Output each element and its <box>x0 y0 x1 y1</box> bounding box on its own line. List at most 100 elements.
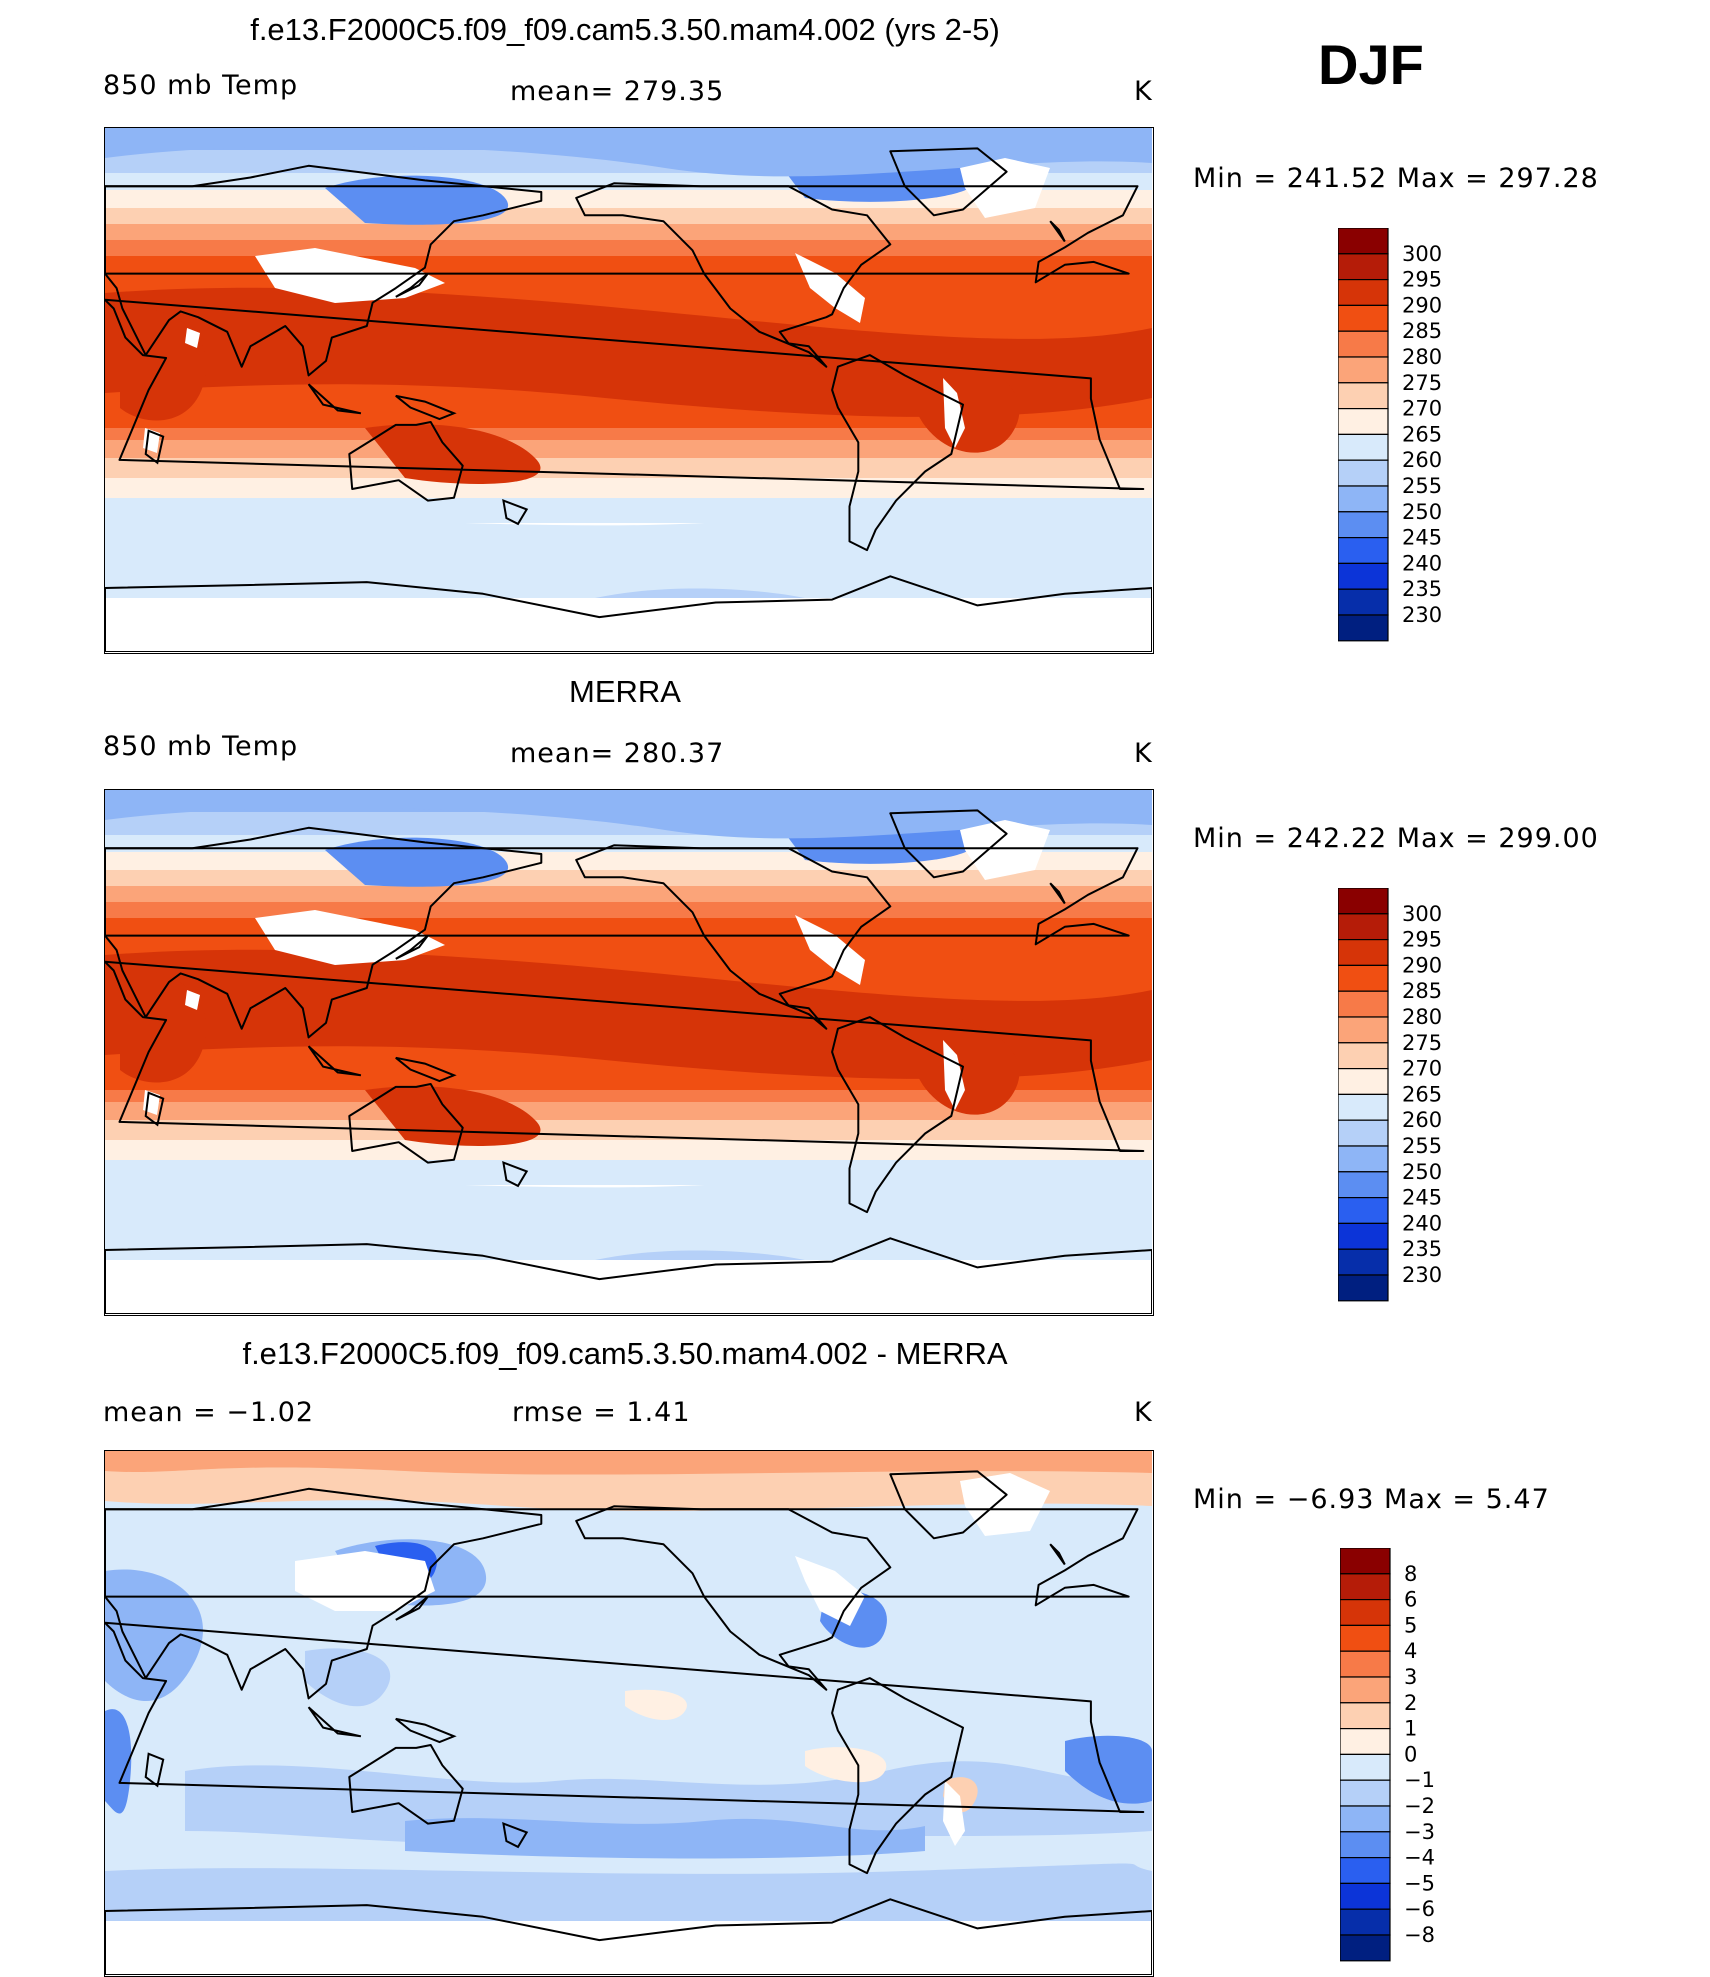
coastline-eurasia <box>105 1487 543 1700</box>
temperature-band <box>105 478 1152 498</box>
colorbar-box <box>1340 1702 1391 1730</box>
temperature-band <box>105 428 1152 440</box>
coastline-eurasia <box>105 164 543 377</box>
coastline-samerica <box>831 1677 964 1875</box>
diff-positive-region <box>805 1747 887 1783</box>
colorbar-tick-label: 255 <box>1402 474 1442 498</box>
diff-negative-region <box>1065 1735 1152 1804</box>
colorbar-tick-label: 275 <box>1402 1031 1442 1055</box>
colorbar-box <box>1340 1598 1391 1626</box>
cold-core-siberia <box>325 837 509 887</box>
colorbar-tick-label: 230 <box>1402 603 1442 627</box>
colorbar-tick-label: −3 <box>1404 1820 1435 1844</box>
colorbar-box <box>1340 1779 1391 1807</box>
coastline-antarctica <box>105 1898 1152 1975</box>
colorbar-diff: 8 6 5 4 3 2 1 0 −1 −2 −3 −4 −5 −6 −8 <box>1340 1548 1480 1964</box>
panel-variable-label-model: 850 mb Temp <box>103 70 299 101</box>
coastline-island <box>395 934 429 960</box>
colorbar-box <box>1338 304 1389 332</box>
colorbar-tick-label: 280 <box>1402 345 1442 369</box>
colorbar-tick-label: 5 <box>1404 1613 1417 1637</box>
colorbar-box <box>1340 1753 1391 1781</box>
temperature-band <box>105 886 1152 902</box>
colorbar-box <box>1340 1548 1391 1575</box>
colorbar-tick-label: 4 <box>1404 1639 1417 1663</box>
temperature-band <box>105 902 1152 918</box>
colorbar-tick-label: −1 <box>1404 1768 1435 1792</box>
coastline-australia <box>348 1083 464 1164</box>
coastline-island <box>395 1056 457 1083</box>
colorbar-box <box>1338 511 1389 539</box>
coastline-island <box>395 394 457 421</box>
terrain-mask <box>943 1781 965 1846</box>
colorbar-box <box>1340 1805 1391 1833</box>
colorbar-box <box>1340 1857 1391 1885</box>
colorbar-box <box>1338 408 1389 436</box>
colorbar-box <box>1338 1274 1389 1302</box>
colorbar-box <box>1338 1171 1389 1199</box>
colorbar-box <box>1338 1222 1389 1250</box>
coastline-island <box>1049 220 1066 243</box>
colorbar-box <box>1338 1068 1389 1096</box>
colorbar-tick-label: 255 <box>1402 1134 1442 1158</box>
terrain-mask <box>943 378 965 448</box>
coastline-island <box>307 1045 362 1077</box>
coastline-europe_w <box>105 847 1139 946</box>
colorbar-tick-label: −5 <box>1404 1871 1435 1895</box>
diff-negative-region <box>305 1648 391 1707</box>
colorbar-box <box>1338 913 1389 941</box>
colorbar-model-svg: 3002952902852802752702652602552502452402… <box>1338 228 1442 642</box>
map-model <box>104 127 1154 654</box>
colorbar-box <box>1338 990 1389 1018</box>
panel-units-model: K <box>1134 76 1153 107</box>
map-obs <box>104 789 1154 1316</box>
diff-negative-region <box>105 1569 203 1701</box>
coastline-africa <box>105 1621 1145 1813</box>
coastline-antarctica <box>105 575 1152 652</box>
colorbar-tick-label: −6 <box>1404 1897 1435 1921</box>
terrain-mask <box>185 990 200 1010</box>
colorbar-box <box>1338 433 1389 461</box>
panel-title-diff: f.e13.F2000C5.f09_f09.cam5.3.50.mam4.002… <box>242 1336 1008 1371</box>
cold-core-siberia <box>325 175 509 225</box>
coastline-island <box>307 1706 362 1738</box>
terrain-mask <box>943 1040 965 1110</box>
colorbar-box <box>1338 278 1389 306</box>
coastline-island <box>144 429 165 465</box>
colorbar-tick-label: 260 <box>1402 448 1442 472</box>
colorbar-box <box>1340 1650 1391 1678</box>
colorbar-box <box>1338 382 1389 410</box>
colorbar-box <box>1338 356 1389 384</box>
colorbar-box <box>1338 1016 1389 1044</box>
coastline-island <box>1049 1543 1066 1566</box>
colorbar-tick-label: 275 <box>1402 371 1442 395</box>
diff-arctic-warm-core <box>105 1451 1152 1475</box>
coastline-australia <box>348 1744 464 1825</box>
coastline-island <box>144 1091 165 1127</box>
colorbar-box <box>1338 888 1389 915</box>
coastline-island <box>395 1717 457 1744</box>
colorbar-box <box>1338 588 1389 616</box>
coastline-namerica <box>575 1505 892 1691</box>
colorbar-box <box>1338 1119 1389 1147</box>
coastline-island <box>502 499 529 526</box>
colorbar-box <box>1338 1093 1389 1121</box>
colorbar-box <box>1340 1831 1391 1859</box>
coastline-europe_w <box>105 1508 1139 1607</box>
colorbar-tick-label: 295 <box>1402 268 1442 292</box>
panel-rmse-label-diff: rmse = 1.41 <box>512 1397 691 1428</box>
colorbar-box <box>1338 253 1389 281</box>
colorbar-box <box>1338 1042 1389 1070</box>
coastline-island <box>395 1595 429 1621</box>
colorbar-box <box>1338 938 1389 966</box>
colorbar-obs: 300 295 290 285 280 275 270 265 260 255 250 245 240 2… <box>1338 888 1478 1304</box>
minmax-diff: Min = −6.93 Max = 5.47 <box>1193 1484 1550 1515</box>
colorbar-box <box>1338 1248 1389 1276</box>
temperature-band <box>105 440 1152 458</box>
panel-mean-label-diff: mean = −1.02 <box>103 1397 315 1428</box>
colorbar-box <box>1338 1145 1389 1173</box>
colorbar-tick-label: 235 <box>1402 577 1442 601</box>
colorbar-box <box>1338 537 1389 565</box>
colorbar-tick-label: 2 <box>1404 1691 1417 1715</box>
cold-arctic-band <box>105 128 1152 177</box>
